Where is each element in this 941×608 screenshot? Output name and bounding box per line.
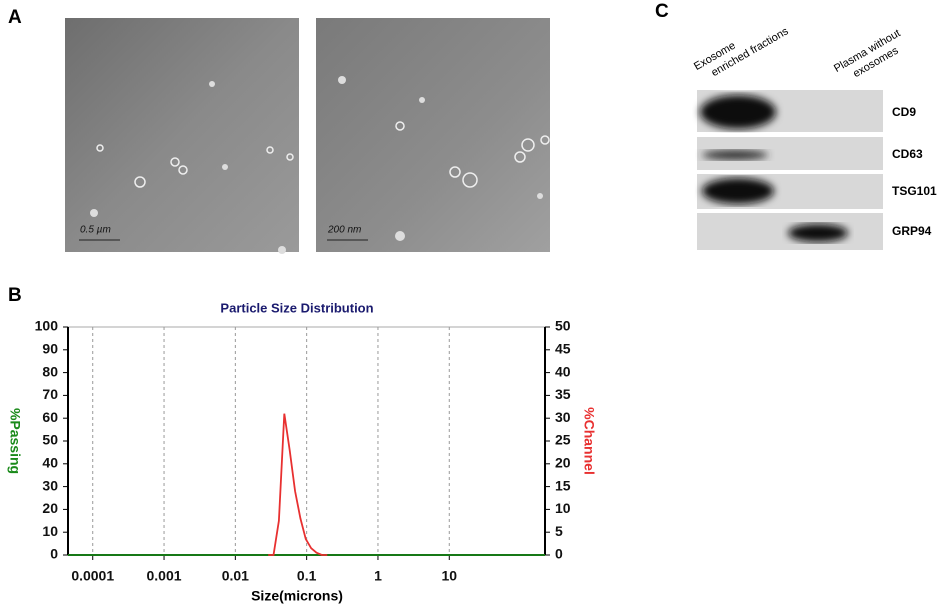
y-tick-label: 50 — [42, 432, 58, 448]
y2-tick-label: 45 — [555, 341, 571, 357]
row-label: TSG101 — [892, 184, 937, 198]
y2-tick-label: 35 — [555, 386, 571, 402]
band — [700, 95, 776, 129]
y-tick-label: 60 — [42, 409, 58, 425]
y-tick-label: 100 — [35, 318, 59, 334]
vesicles — [96, 121, 550, 188]
y2-tick-label: 50 — [555, 318, 571, 334]
blot — [697, 90, 883, 250]
y2-axis-label: %Channel — [581, 407, 597, 475]
x-tick-label: 1 — [374, 568, 382, 584]
y-tick-label: 70 — [42, 386, 58, 402]
y2-tick-label: 5 — [555, 523, 563, 539]
row-label: CD63 — [892, 147, 923, 161]
y2-tick-label: 30 — [555, 409, 571, 425]
y-tick-label: 0 — [50, 546, 58, 562]
y2-tick-label: 20 — [555, 455, 571, 471]
y-tick-label: 90 — [42, 341, 58, 357]
band — [702, 150, 768, 160]
chart-title: Particle Size Distribution — [220, 300, 373, 315]
band — [702, 178, 774, 204]
x-tick-label: 0.1 — [297, 568, 317, 584]
column-label: Exosome enriched fractions — [692, 25, 791, 79]
x-tick-label: 0.0001 — [71, 568, 114, 584]
row-label: GRP94 — [892, 224, 932, 238]
y-tick-label: 30 — [42, 477, 58, 493]
panel-label: A — [8, 7, 22, 28]
panel-label: C — [655, 1, 669, 22]
y2-tick-label: 10 — [555, 500, 571, 516]
y-axis-label: %Passing — [7, 408, 23, 474]
micrograph — [65, 18, 299, 252]
scale-text: 0.5 µm — [80, 225, 111, 236]
micrograph — [316, 18, 550, 252]
panel-label: B — [8, 285, 22, 306]
row-label: CD9 — [892, 105, 916, 119]
y-tick-label: 10 — [42, 523, 58, 539]
column-label: Plasma without exosomes — [832, 27, 903, 80]
x-tick-label: 0.01 — [222, 568, 249, 584]
y-tick-label: 20 — [42, 500, 58, 516]
band — [788, 224, 848, 242]
scale-text: 200 nm — [327, 225, 361, 236]
x-tick-label: 0.001 — [147, 568, 182, 584]
x-axis-label: Size(microns) — [251, 588, 343, 604]
y2-tick-label: 15 — [555, 477, 571, 493]
y-tick-label: 80 — [42, 363, 58, 379]
particles — [90, 76, 543, 254]
y2-tick-label: 0 — [555, 546, 563, 562]
x-tick-label: 10 — [441, 568, 457, 584]
data-line — [268, 413, 328, 556]
y2-tick-label: 25 — [555, 432, 571, 448]
y-tick-label: 40 — [42, 455, 58, 471]
y2-tick-label: 40 — [555, 363, 571, 379]
